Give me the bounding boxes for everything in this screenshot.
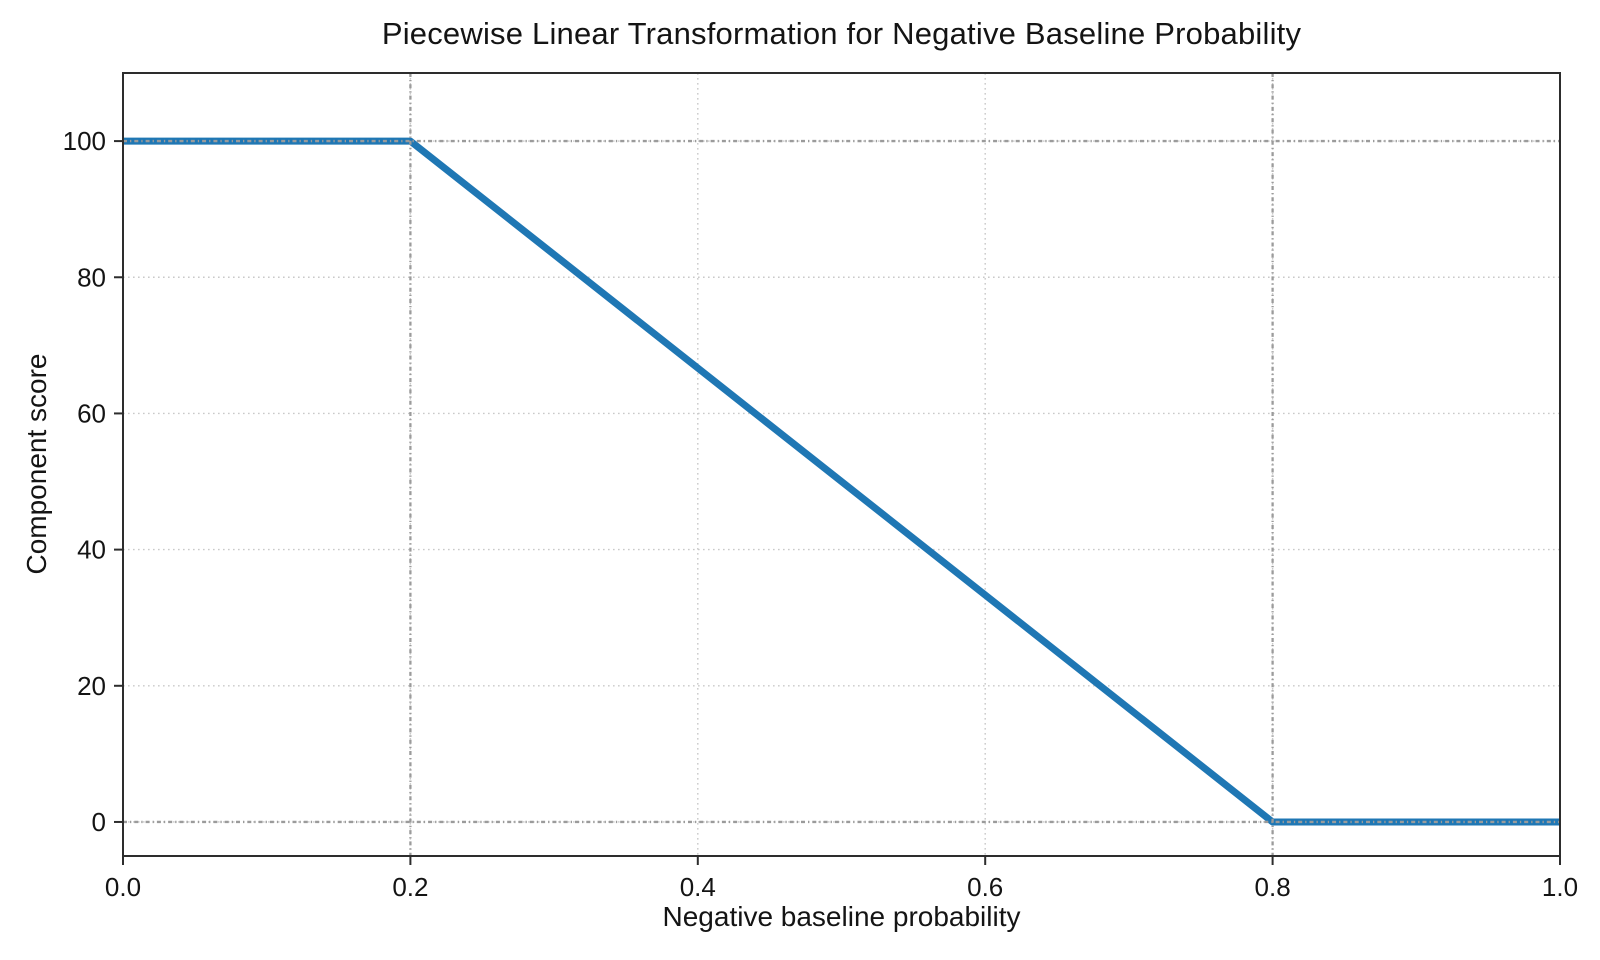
y-tick-label: 60: [77, 398, 106, 428]
reference-lines: [123, 73, 1560, 856]
y-tick-label: 80: [77, 262, 106, 292]
x-tick-label: 0.6: [967, 872, 1003, 902]
gridlines: [122, 73, 1561, 856]
x-tick-label: 0.0: [105, 872, 141, 902]
y-tick-label: 40: [77, 535, 106, 565]
y-tick-label: 0: [92, 807, 106, 837]
x-tick-label: 0.2: [392, 872, 428, 902]
plot-spines: [122, 72, 1561, 857]
y-tick-label: 20: [77, 671, 106, 701]
tick-marks: [114, 140, 1561, 865]
series-line-component-score: [123, 137, 1560, 826]
x-tick-label: 0.4: [680, 872, 716, 902]
x-axis-label: Negative baseline probability: [662, 901, 1021, 932]
y-tick-label: 100: [63, 126, 106, 156]
x-tick-label: 0.8: [1255, 872, 1291, 902]
x-tick-label: 1.0: [1542, 872, 1578, 902]
chart-title: Piecewise Linear Transformation for Nega…: [381, 16, 1302, 51]
tick-labels: 0.0 0.2 0.4 0.6 0.8 1.0 0 20 40 60 80 100: [63, 126, 1578, 902]
